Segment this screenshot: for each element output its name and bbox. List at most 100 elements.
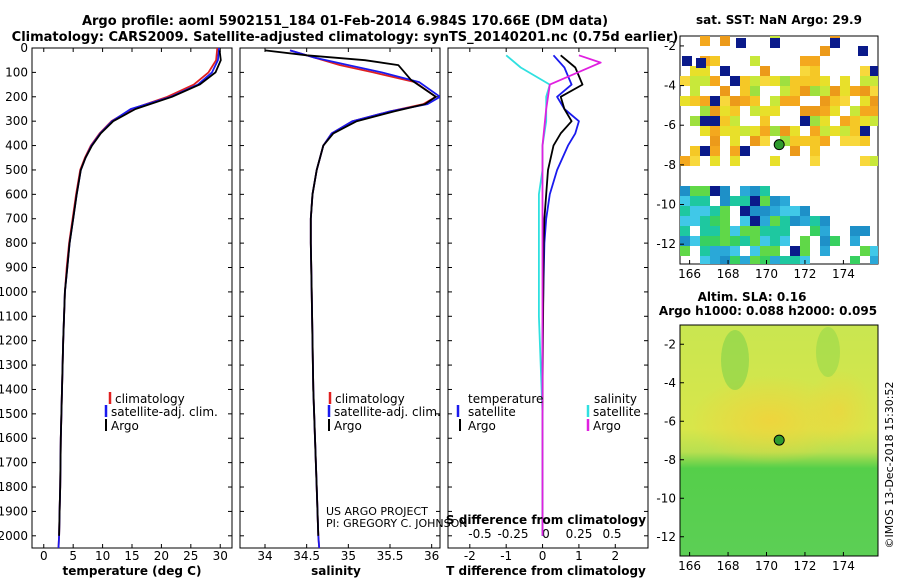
sla-warm-patch [805, 370, 875, 450]
sst-cell [720, 246, 730, 256]
sst-cell [810, 216, 820, 226]
x-tick-label: 30 [213, 549, 228, 563]
legend-label-climatology: climatology [335, 392, 405, 406]
sst-cell [780, 96, 790, 106]
sst-cell [870, 96, 878, 106]
sst-cell [810, 86, 820, 96]
sst-cell [730, 156, 740, 166]
sst-cell [850, 106, 860, 116]
sst-cell [760, 66, 770, 76]
sst-cell [690, 146, 700, 156]
sst-cell [780, 236, 790, 246]
sst-cell [730, 236, 740, 246]
sst-map-axes: 166 168 170 172 174 -2 -4 -6 -8 -10 -12 [656, 39, 854, 281]
sst-cell [700, 66, 710, 76]
sst-cell [700, 126, 710, 136]
sst-cell [700, 216, 710, 226]
sst-cell [750, 246, 760, 256]
sst-cell [770, 126, 780, 136]
sst-cell [720, 256, 730, 264]
sst-cell [850, 226, 860, 236]
sst-cell [810, 226, 820, 236]
sst-cell [730, 256, 740, 264]
x-tick-label: 10 [95, 549, 110, 563]
sst-cell [760, 206, 770, 216]
sst-cell [710, 126, 720, 136]
sst-cell [680, 156, 690, 166]
y-tick-label: 900 [5, 261, 28, 275]
sst-cell [710, 96, 720, 106]
sst-cell [800, 116, 810, 126]
sst-cell [680, 96, 690, 106]
sst-cell [710, 56, 720, 66]
sst-cell [840, 76, 850, 86]
sst-cell [860, 96, 870, 106]
sst-cell [770, 246, 780, 256]
sst-cell [740, 196, 750, 206]
map-x-tick-label: 168 [717, 559, 740, 573]
sst-cell [760, 256, 770, 264]
difference-series [505, 54, 602, 536]
sst-cell [710, 226, 720, 236]
y-tick-label: 1100 [0, 309, 28, 323]
top-x-tick-label: -0.5 [468, 527, 491, 541]
y-tick-label: 100 [5, 65, 28, 79]
map-x-tick-label: 174 [832, 267, 855, 281]
sst-cell [780, 206, 790, 216]
y-tick-label: 0 [20, 41, 28, 55]
map-x-tick-label: 170 [755, 559, 778, 573]
figure-title-line1: Argo profile: aoml 5902151_184 01-Feb-20… [82, 14, 608, 29]
sla-green-patch [721, 330, 749, 390]
sst-cell [820, 226, 830, 236]
sst-cell [860, 116, 870, 126]
sst-cell [730, 136, 740, 146]
sst-cell [820, 76, 830, 86]
sla-map-axes: 166 168 170 172 174 -2 -4 -6 -8 -10 -12 [656, 337, 854, 573]
sst-cell [720, 106, 730, 116]
y-tick-label: 500 [5, 163, 28, 177]
sst-cell [750, 76, 760, 86]
y-tick-label: 1900 [0, 504, 28, 518]
sst-cell [700, 36, 710, 46]
sst-cell [870, 116, 878, 126]
sst-cell [760, 106, 770, 116]
sst-cell [780, 136, 790, 146]
map-y-tick-label: -12 [656, 237, 676, 251]
sst-cell [680, 246, 690, 256]
sst-cell [800, 206, 810, 216]
map-x-tick-label: 166 [678, 559, 701, 573]
x-tick-label: 1 [575, 549, 583, 563]
sst-cell [790, 136, 800, 146]
y-tick-label: 1000 [0, 285, 28, 299]
sst-cell [690, 86, 700, 96]
sst-cell [820, 136, 830, 146]
y-tick-label: 600 [5, 187, 28, 201]
top-x-tick-label: 0.25 [566, 527, 593, 541]
sst-cell [700, 146, 710, 156]
sst-cell [690, 156, 700, 166]
sst-cell [840, 96, 850, 106]
sst-cell [820, 86, 830, 96]
y-tick-label: 1800 [0, 480, 28, 494]
x-tick-label: 25 [183, 549, 198, 563]
sst-cell [810, 56, 820, 66]
x-tick-label: 2 [611, 549, 619, 563]
salinity-legend: climatology satellite-adj. clim. Argo [327, 392, 441, 433]
sst-cell [850, 136, 860, 146]
sst-cell [800, 76, 810, 86]
sst-cell [750, 106, 760, 116]
series-line-argo [58, 50, 222, 536]
sst-cell [760, 226, 770, 236]
sst-cell [760, 76, 770, 86]
sst-cell [730, 246, 740, 256]
sst-cell [730, 226, 740, 236]
sst-cell [810, 76, 820, 86]
sla-map-subtitle: Argo h1000: 0.088 h2000: 0.095 [659, 304, 877, 318]
legend-label-s-satellite: satellite [593, 405, 641, 419]
sst-cell [730, 76, 740, 86]
top-x-tick-label: -0.25 [497, 527, 528, 541]
y-tick-label: 1300 [0, 358, 28, 372]
sst-cell [750, 206, 760, 216]
sst-cell [710, 116, 720, 126]
